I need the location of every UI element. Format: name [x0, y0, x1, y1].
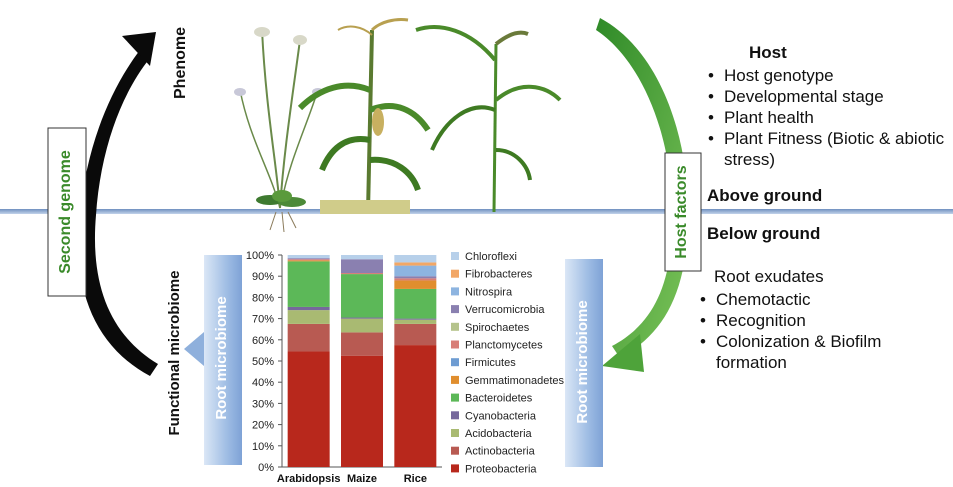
- y-tick-label: 0%: [258, 462, 274, 474]
- legend-swatch: [451, 340, 459, 349]
- legend-swatch: [451, 375, 459, 384]
- bar-segment: [394, 318, 437, 320]
- legend-label: Cyanobacteria: [465, 410, 537, 422]
- host-factors-box: [664, 152, 702, 272]
- host-factors-label: Host factors: [673, 165, 690, 259]
- bar-segment: [287, 323, 330, 352]
- y-tick-label: 70%: [252, 314, 274, 326]
- bar-segment: [341, 259, 383, 274]
- x-tick-label: Maize: [347, 473, 377, 485]
- legend-label: Bacteroidetes: [465, 393, 533, 405]
- y-tick-label: 10%: [252, 441, 274, 453]
- legend-label: Chloroflexi: [465, 251, 517, 263]
- exudate-item: Colonization & Biofilm formation: [700, 331, 950, 373]
- x-tick-label: Rice: [404, 473, 427, 485]
- legend-swatch: [451, 411, 459, 420]
- bar-segment: [341, 318, 383, 333]
- arabidopsis-illustration: [234, 27, 324, 233]
- legend-swatch: [451, 464, 459, 473]
- legend-label: Acidobacteria: [465, 428, 533, 440]
- bar-segment: [394, 319, 437, 324]
- legend-label: Planctomycetes: [465, 340, 543, 352]
- y-tick-label: 20%: [252, 420, 274, 432]
- functional-microbiome-label: Functional microbiome: [166, 270, 183, 436]
- root-microbiome-right-label: Root microbiome: [574, 300, 591, 424]
- y-tick-label: 100%: [246, 250, 274, 262]
- legend-label: Actinobacteria: [465, 446, 536, 458]
- legend-label: Firmicutes: [465, 357, 516, 369]
- bar-segment: [394, 265, 437, 277]
- host-list: Host genotype Developmental stage Plant …: [708, 65, 948, 170]
- root-microbiome-right-bar: [565, 259, 603, 467]
- legend-swatch: [451, 287, 459, 296]
- legend-swatch: [451, 429, 459, 437]
- bar-segment: [287, 258, 330, 260]
- bar-segment: [287, 255, 330, 259]
- root-exudates-list: Chemotactic Recognition Colonization & B…: [700, 289, 950, 373]
- legend-label: Proteobacteria: [465, 463, 537, 475]
- legend-label: Gemmatimonadetes: [465, 375, 565, 387]
- host-factors-arrow: [596, 18, 689, 372]
- bar-segment: [394, 323, 437, 346]
- host-item: Host genotype: [708, 65, 948, 86]
- bar-segment: [341, 255, 383, 260]
- bar-segment: [287, 310, 330, 324]
- bar-segment: [394, 280, 437, 289]
- legend-swatch: [451, 269, 459, 278]
- second-genome-arrow: [78, 32, 158, 376]
- bar-segment: [394, 255, 437, 263]
- legend-label: Spirochaetes: [465, 322, 530, 334]
- bar-segment: [341, 273, 383, 275]
- bar-segment: [341, 317, 383, 319]
- y-tick-label: 80%: [252, 292, 274, 304]
- legend-label: Nitrospira: [465, 286, 513, 298]
- root-microbiome-left-label: Root microbiome: [213, 296, 230, 420]
- below-ground-label: Below ground: [707, 224, 821, 243]
- root-exudates-title: Root exudates: [714, 267, 824, 286]
- bar-segment: [341, 355, 383, 467]
- y-tick-label: 40%: [252, 377, 274, 389]
- y-tick-label: 50%: [252, 356, 274, 368]
- second-genome-box: [47, 127, 87, 297]
- phenome-label: Phenome: [172, 26, 189, 99]
- legend-label: Verrucomicrobia: [465, 304, 545, 316]
- legend-swatch: [451, 393, 459, 402]
- host-title: Host: [749, 43, 787, 62]
- y-tick-label: 30%: [252, 398, 274, 410]
- bar-segment: [394, 288, 437, 319]
- above-ground-label: Above ground: [707, 186, 823, 205]
- bar-segment: [287, 351, 330, 467]
- exudate-item: Chemotactic: [700, 289, 950, 310]
- root-microbiome-left-bar: [184, 255, 242, 465]
- y-tick-label: 90%: [252, 271, 274, 283]
- bar-segment: [287, 261, 330, 307]
- bar-segment: [287, 306, 330, 311]
- bar-segment: [341, 274, 383, 318]
- bar-segment: [287, 260, 330, 262]
- host-item: Developmental stage: [708, 86, 948, 107]
- legend-swatch: [451, 252, 459, 260]
- x-tick-label: Arabidopsis: [277, 473, 341, 485]
- bar-segment: [394, 276, 437, 279]
- legend-swatch: [451, 322, 459, 331]
- bar-segment: [394, 278, 437, 281]
- host-item: Plant Fitness (Biotic & abiotic stress): [708, 128, 948, 170]
- second-genome-label: Second genome: [57, 150, 74, 274]
- bar-segment: [341, 332, 383, 356]
- y-tick-label: 60%: [252, 335, 274, 347]
- bar-segment: [394, 262, 437, 266]
- bar-segment: [287, 259, 330, 261]
- ground-line: [0, 209, 953, 214]
- legend-label: Fibrobacteres: [465, 269, 533, 281]
- maize-illustration: [297, 18, 431, 214]
- legend-swatch: [451, 446, 459, 455]
- legend-swatch: [451, 358, 459, 367]
- exudate-item: Recognition: [700, 310, 950, 331]
- host-item: Plant health: [708, 107, 948, 128]
- rice-illustration: [415, 25, 562, 213]
- microbiome-stacked-bar-chart: 0% 10% 20% 30% 40% 50% 60% 70% 80% 90% 100% Arabido…: [246, 250, 565, 485]
- bar-segment: [394, 345, 437, 467]
- legend-swatch: [451, 305, 459, 314]
